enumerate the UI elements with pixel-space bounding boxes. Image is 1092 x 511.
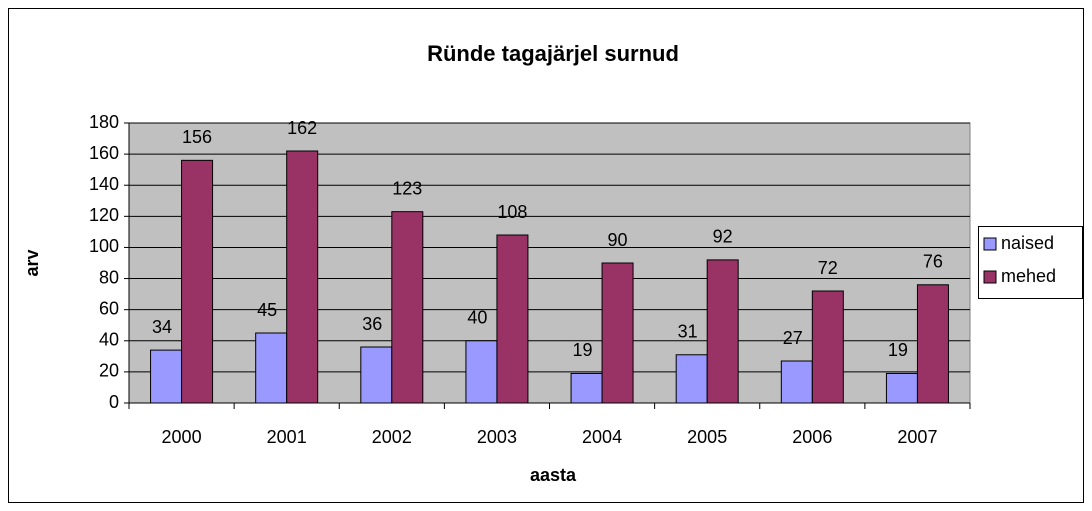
y-axis-label: arv: [22, 249, 42, 276]
bar: [360, 346, 393, 404]
data-label: 19: [573, 340, 593, 360]
x-tick-label: 2002: [372, 427, 412, 447]
x-tick-label: 2006: [792, 427, 832, 447]
bar: [601, 262, 634, 404]
data-label: 72: [818, 258, 838, 278]
plot-area: [128, 122, 971, 404]
legend-label: naised: [1001, 233, 1054, 253]
bar: [570, 372, 603, 404]
chart-title: Ründe tagajärjel surnud: [427, 41, 679, 66]
y-tick-label: 120: [89, 205, 119, 225]
y-tick-label: 160: [89, 143, 119, 163]
legend-label: mehed: [1001, 266, 1056, 286]
bar: [811, 290, 844, 404]
y-tick-label: 80: [99, 267, 119, 287]
bar: [916, 284, 949, 404]
legend-swatch: [983, 237, 997, 251]
y-tick-label: 180: [89, 112, 119, 132]
bar: [706, 259, 739, 404]
bar: [181, 159, 214, 404]
bar: [780, 360, 813, 404]
bar: [496, 234, 529, 404]
bar: [391, 211, 424, 404]
data-label: 108: [497, 202, 527, 222]
x-tick-label: 2000: [162, 427, 202, 447]
data-label: 40: [467, 308, 487, 328]
bar: [675, 354, 708, 404]
bar: [150, 349, 183, 404]
data-label: 90: [608, 230, 628, 250]
y-tick-label: 140: [89, 174, 119, 194]
x-tick-label: 2007: [897, 427, 937, 447]
y-tick-label: 40: [99, 330, 119, 350]
data-label: 34: [152, 317, 172, 337]
data-label: 162: [287, 118, 317, 138]
legend-swatch: [983, 270, 997, 284]
data-label: 76: [923, 252, 943, 272]
x-tick-label: 2001: [267, 427, 307, 447]
x-axis-label: aasta: [530, 465, 577, 485]
data-label: 31: [678, 322, 698, 342]
bar: [286, 150, 319, 404]
data-label: 19: [888, 340, 908, 360]
bar: [255, 332, 288, 404]
x-tick-label: 2005: [687, 427, 727, 447]
bar: [885, 372, 918, 404]
y-tick-label: 20: [99, 361, 119, 381]
data-label: 123: [392, 178, 422, 198]
data-label: 27: [783, 328, 803, 348]
data-label: 36: [362, 314, 382, 334]
bar: [465, 340, 498, 404]
x-tick-label: 2003: [477, 427, 517, 447]
data-label: 156: [182, 127, 212, 147]
y-tick-label: 0: [109, 392, 119, 412]
data-label: 45: [257, 300, 277, 320]
x-tick-label: 2004: [582, 427, 622, 447]
y-tick-label: 60: [99, 298, 119, 318]
y-tick-label: 100: [89, 236, 119, 256]
data-label: 92: [713, 227, 733, 247]
